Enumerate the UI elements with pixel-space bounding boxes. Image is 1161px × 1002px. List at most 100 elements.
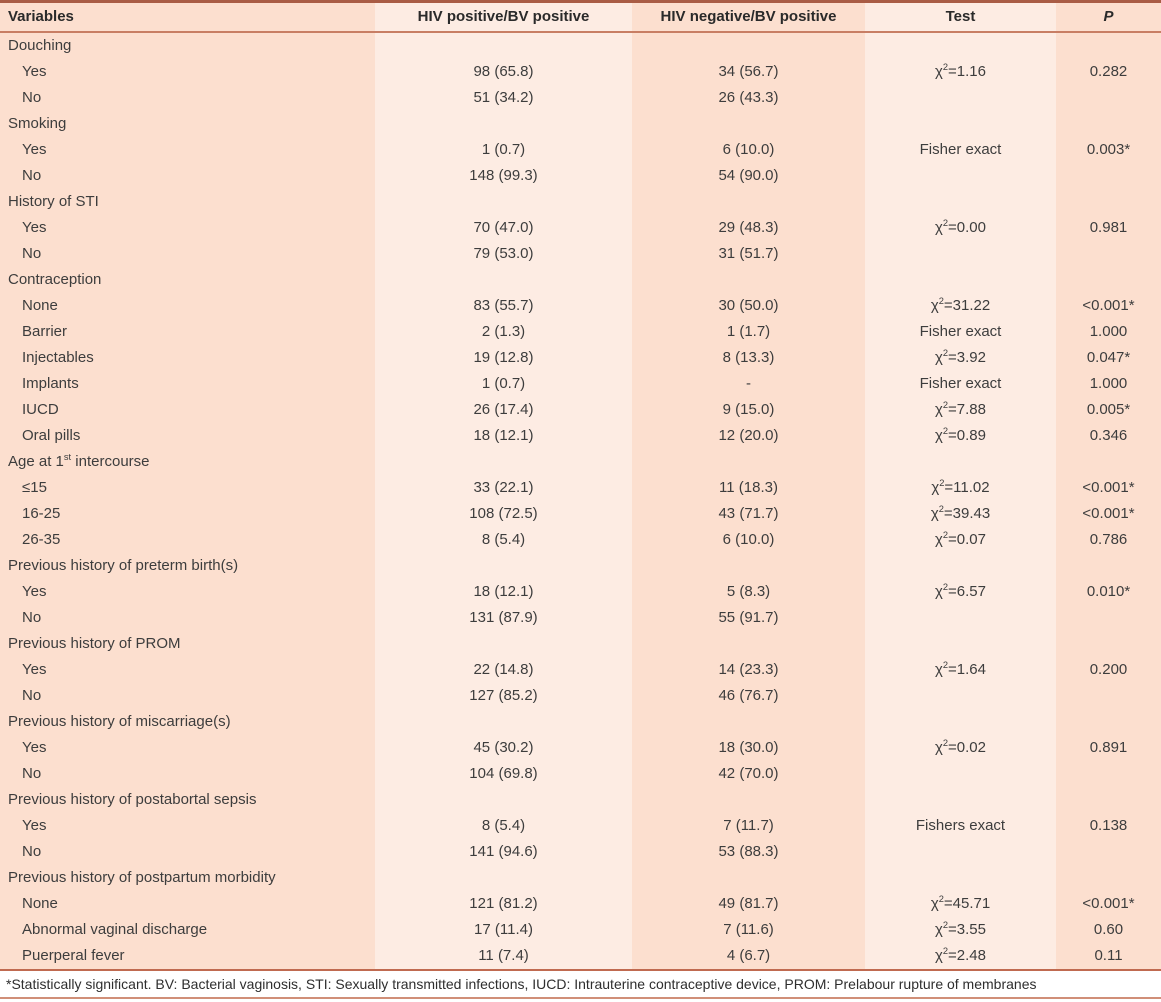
hiv-neg-cell: 6 (10.0) bbox=[632, 137, 865, 163]
data-row: None 121 (81.2) 49 (81.7) χ2=45.71 <0.001* bbox=[0, 891, 1161, 917]
variable-cell: Yes bbox=[0, 813, 375, 839]
test-cell: χ2=0.00 bbox=[865, 215, 1056, 241]
variable-cell: No bbox=[0, 241, 375, 267]
group-row: Smoking bbox=[0, 111, 1161, 137]
test-cell: χ2=7.88 bbox=[865, 397, 1056, 423]
hiv-pos-cell: 2 (1.3) bbox=[375, 319, 632, 345]
data-row: Injectables 19 (12.8) 8 (13.3) χ2=3.92 0.047… bbox=[0, 345, 1161, 371]
data-row: No 104 (69.8) 42 (70.0) bbox=[0, 761, 1161, 787]
p-cell: <0.001* bbox=[1056, 501, 1161, 527]
hiv-neg-cell: 5 (8.3) bbox=[632, 579, 865, 605]
variable-cell: Yes bbox=[0, 215, 375, 241]
variable-cell: Yes bbox=[0, 735, 375, 761]
data-row: Oral pills 18 (12.1) 12 (20.0) χ2=0.89 0.346 bbox=[0, 423, 1161, 449]
variable-cell: No bbox=[0, 605, 375, 631]
hiv-pos-cell: 51 (34.2) bbox=[375, 85, 632, 111]
variable-cell: Previous history of postabortal sepsis bbox=[0, 787, 375, 813]
test-cell bbox=[865, 449, 1056, 475]
hiv-pos-cell: 22 (14.8) bbox=[375, 657, 632, 683]
p-cell: 0.346 bbox=[1056, 423, 1161, 449]
test-cell bbox=[865, 683, 1056, 709]
data-row: Yes 70 (47.0) 29 (48.3) χ2=0.00 0.981 bbox=[0, 215, 1161, 241]
variable-cell: Smoking bbox=[0, 111, 375, 137]
variable-cell: Implants bbox=[0, 371, 375, 397]
p-cell bbox=[1056, 449, 1161, 475]
test-cell bbox=[865, 839, 1056, 865]
p-cell bbox=[1056, 787, 1161, 813]
p-cell: 0.010* bbox=[1056, 579, 1161, 605]
p-cell: 0.891 bbox=[1056, 735, 1161, 761]
data-row: Yes 8 (5.4) 7 (11.7) Fishers exact 0.138 bbox=[0, 813, 1161, 839]
hiv-neg-cell bbox=[632, 865, 865, 891]
hiv-neg-cell bbox=[632, 267, 865, 293]
data-row: No 148 (99.3) 54 (90.0) bbox=[0, 163, 1161, 189]
p-cell bbox=[1056, 267, 1161, 293]
table-header: Variables HIV positive/BV positive HIV n… bbox=[0, 1, 1161, 33]
group-row: Previous history of PROM bbox=[0, 631, 1161, 657]
hiv-pos-cell bbox=[375, 553, 632, 579]
hiv-neg-cell: 7 (11.7) bbox=[632, 813, 865, 839]
p-cell: 0.200 bbox=[1056, 657, 1161, 683]
hiv-pos-cell: 141 (94.6) bbox=[375, 839, 632, 865]
variable-cell: No bbox=[0, 85, 375, 111]
test-cell bbox=[865, 111, 1056, 137]
test-cell: χ2=0.02 bbox=[865, 735, 1056, 761]
data-row: No 141 (94.6) 53 (88.3) bbox=[0, 839, 1161, 865]
p-cell bbox=[1056, 189, 1161, 215]
test-cell: χ2=31.22 bbox=[865, 293, 1056, 319]
p-cell bbox=[1056, 111, 1161, 137]
test-cell bbox=[865, 865, 1056, 891]
p-cell: 0.981 bbox=[1056, 215, 1161, 241]
test-cell bbox=[865, 85, 1056, 111]
data-row: No 79 (53.0) 31 (51.7) bbox=[0, 241, 1161, 267]
variable-cell: Douching bbox=[0, 32, 375, 59]
variable-cell: Yes bbox=[0, 657, 375, 683]
variable-cell: None bbox=[0, 891, 375, 917]
test-cell: Fisher exact bbox=[865, 319, 1056, 345]
hiv-neg-cell: 53 (88.3) bbox=[632, 839, 865, 865]
column-header-p-value: P bbox=[1056, 1, 1161, 33]
p-cell bbox=[1056, 683, 1161, 709]
data-row: IUCD 26 (17.4) 9 (15.0) χ2=7.88 0.005* bbox=[0, 397, 1161, 423]
hiv-neg-cell: 30 (50.0) bbox=[632, 293, 865, 319]
p-cell: 1.000 bbox=[1056, 371, 1161, 397]
hiv-pos-cell: 8 (5.4) bbox=[375, 813, 632, 839]
hiv-pos-cell: 83 (55.7) bbox=[375, 293, 632, 319]
test-cell: χ2=3.92 bbox=[865, 345, 1056, 371]
hiv-pos-cell bbox=[375, 631, 632, 657]
data-row: No 51 (34.2) 26 (43.3) bbox=[0, 85, 1161, 111]
hiv-pos-cell: 131 (87.9) bbox=[375, 605, 632, 631]
variable-cell: 26-35 bbox=[0, 527, 375, 553]
p-cell bbox=[1056, 761, 1161, 787]
variable-cell: Yes bbox=[0, 579, 375, 605]
test-cell: χ2=6.57 bbox=[865, 579, 1056, 605]
hiv-neg-cell: 18 (30.0) bbox=[632, 735, 865, 761]
p-cell: <0.001* bbox=[1056, 891, 1161, 917]
p-cell bbox=[1056, 241, 1161, 267]
group-row: Previous history of postabortal sepsis bbox=[0, 787, 1161, 813]
hiv-pos-cell: 1 (0.7) bbox=[375, 137, 632, 163]
hiv-neg-cell bbox=[632, 449, 865, 475]
header-row: Variables HIV positive/BV positive HIV n… bbox=[0, 1, 1161, 33]
data-row: None 83 (55.7) 30 (50.0) χ2=31.22 <0.001* bbox=[0, 293, 1161, 319]
p-cell: 0.11 bbox=[1056, 943, 1161, 970]
study-table: Variables HIV positive/BV positive HIV n… bbox=[0, 0, 1161, 971]
test-cell bbox=[865, 32, 1056, 59]
hiv-neg-cell: 55 (91.7) bbox=[632, 605, 865, 631]
test-cell bbox=[865, 553, 1056, 579]
p-cell bbox=[1056, 163, 1161, 189]
data-row: Yes 45 (30.2) 18 (30.0) χ2=0.02 0.891 bbox=[0, 735, 1161, 761]
test-cell: χ2=39.43 bbox=[865, 501, 1056, 527]
test-cell bbox=[865, 631, 1056, 657]
variable-cell: None bbox=[0, 293, 375, 319]
p-cell: 0.138 bbox=[1056, 813, 1161, 839]
p-cell: 1.000 bbox=[1056, 319, 1161, 345]
test-cell: χ2=11.02 bbox=[865, 475, 1056, 501]
hiv-neg-cell: 1 (1.7) bbox=[632, 319, 865, 345]
hiv-pos-cell bbox=[375, 189, 632, 215]
column-header-variables: Variables bbox=[0, 1, 375, 33]
hiv-pos-cell bbox=[375, 111, 632, 137]
p-cell: <0.001* bbox=[1056, 475, 1161, 501]
variable-cell: Abnormal vaginal discharge bbox=[0, 917, 375, 943]
hiv-pos-cell bbox=[375, 32, 632, 59]
